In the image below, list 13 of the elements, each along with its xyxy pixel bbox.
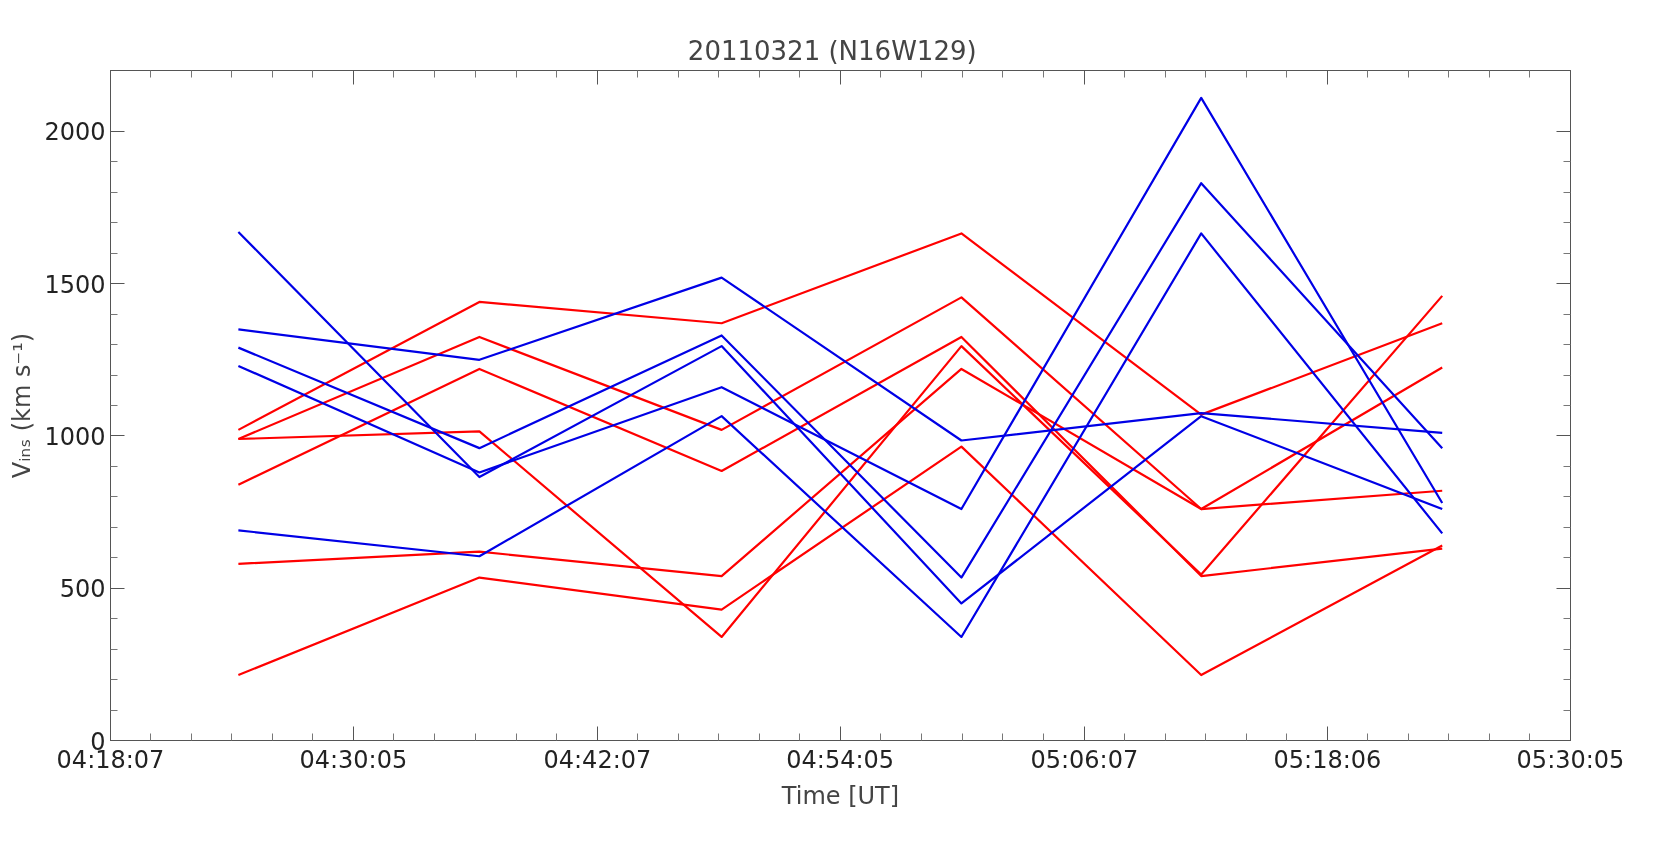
x-tick-label: 04:54:05: [786, 745, 895, 774]
x-tick-label: 05:18:06: [1273, 745, 1382, 774]
x-tick-label: 05:06:07: [1030, 745, 1139, 774]
x-axis-title: Time [UT]: [780, 781, 900, 810]
x-tick-label: 04:42:07: [543, 745, 652, 774]
x-tick-label: 04:30:05: [299, 745, 408, 774]
y-tick-label: 500: [59, 575, 106, 604]
y-axis-title: Vᵢₙₛ (km s⁻¹): [8, 332, 37, 479]
y-tick-label: 1500: [44, 270, 106, 299]
chart-title: 20110321 (N16W129): [687, 35, 977, 66]
y-tick-label: 1000: [44, 422, 106, 451]
x-tick-label: 05:30:05: [1516, 745, 1625, 774]
y-tick-label: 2000: [44, 118, 106, 147]
